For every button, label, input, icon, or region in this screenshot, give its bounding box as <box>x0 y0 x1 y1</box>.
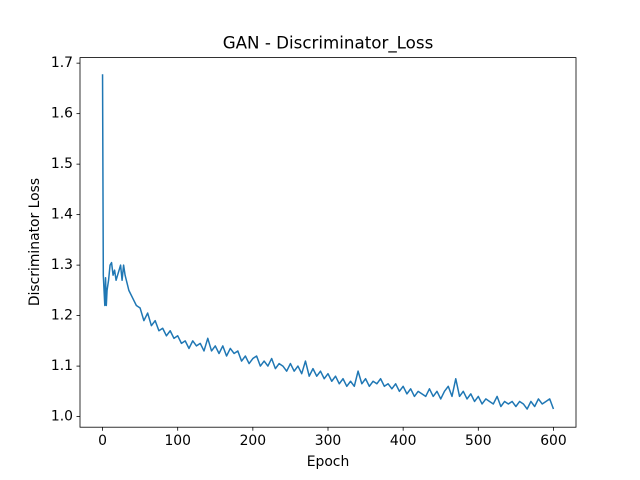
y-tick-label: 1.2 <box>51 308 73 324</box>
data-line <box>101 74 555 410</box>
x-tick-label: 400 <box>390 433 417 449</box>
y-tick-label: 1.5 <box>51 156 73 172</box>
y-tick-label: 1.4 <box>51 207 73 223</box>
chart-title: GAN - Discriminator_Loss <box>223 33 434 54</box>
x-tick-label: 0 <box>98 433 107 449</box>
plot-frame <box>79 57 577 428</box>
y-tick-label: 1.1 <box>51 358 73 374</box>
x-tick-label: 500 <box>465 433 492 449</box>
x-axis-label: Epoch <box>307 454 350 470</box>
y-tick-label: 1.7 <box>51 55 73 71</box>
x-tick-label: 200 <box>240 433 267 449</box>
x-tick-label: 100 <box>164 433 191 449</box>
x-tick-label: 300 <box>315 433 342 449</box>
y-axis-label: Discriminator Loss <box>27 178 43 306</box>
x-tick-label: 600 <box>540 433 567 449</box>
y-tick-label: 1.0 <box>51 409 73 425</box>
y-tick-label: 1.3 <box>51 257 73 273</box>
y-tick-label: 1.6 <box>51 106 73 122</box>
